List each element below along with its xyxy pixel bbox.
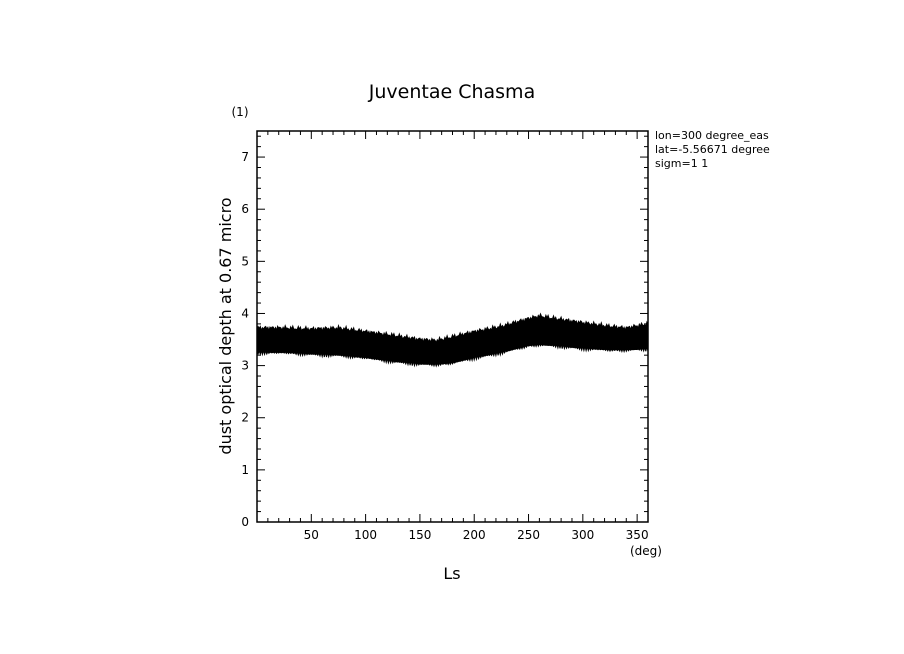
chart-title: Juventae Chasma (368, 81, 535, 103)
x-tick-label: 150 (408, 528, 431, 542)
x-tick-label: 50 (304, 528, 319, 542)
y-tick-label: 0 (241, 515, 249, 529)
x-tick-label: 100 (354, 528, 377, 542)
y-tick-label: 4 (241, 306, 249, 320)
x-tick-label: 250 (517, 528, 540, 542)
x-tick-label: 200 (463, 528, 486, 542)
y-tick-label: 6 (241, 202, 249, 216)
y-tick-label: 3 (241, 359, 249, 373)
dust-optical-depth-band (256, 312, 649, 368)
annotation-sigm: sigm=1 1 (655, 157, 708, 170)
y-tick-label: 1 (241, 463, 249, 477)
x-tick-label: 350 (626, 528, 649, 542)
y-tick-label: 7 (241, 150, 249, 164)
tick-labels: 50 100 150 200 250 300 350 0 1 2 3 4 5 6 7 (241, 150, 648, 542)
y-axis-label: dust optical depth at 0.67 micro (216, 197, 235, 454)
plot-frame (256, 130, 649, 523)
y-tick-label: 2 (241, 411, 249, 425)
x-axis-label: Ls (443, 564, 460, 583)
x-tick-label: 300 (571, 528, 594, 542)
annotation-lat: lat=-5.56671 degree (655, 143, 770, 156)
y-unit-label: (1) (232, 105, 249, 119)
y-tick-label: 5 (241, 254, 249, 268)
x-unit-label: (deg) (630, 544, 662, 558)
annotation-clip (779, 126, 904, 176)
annotation-lon: lon=300 degree_eas (655, 129, 769, 142)
